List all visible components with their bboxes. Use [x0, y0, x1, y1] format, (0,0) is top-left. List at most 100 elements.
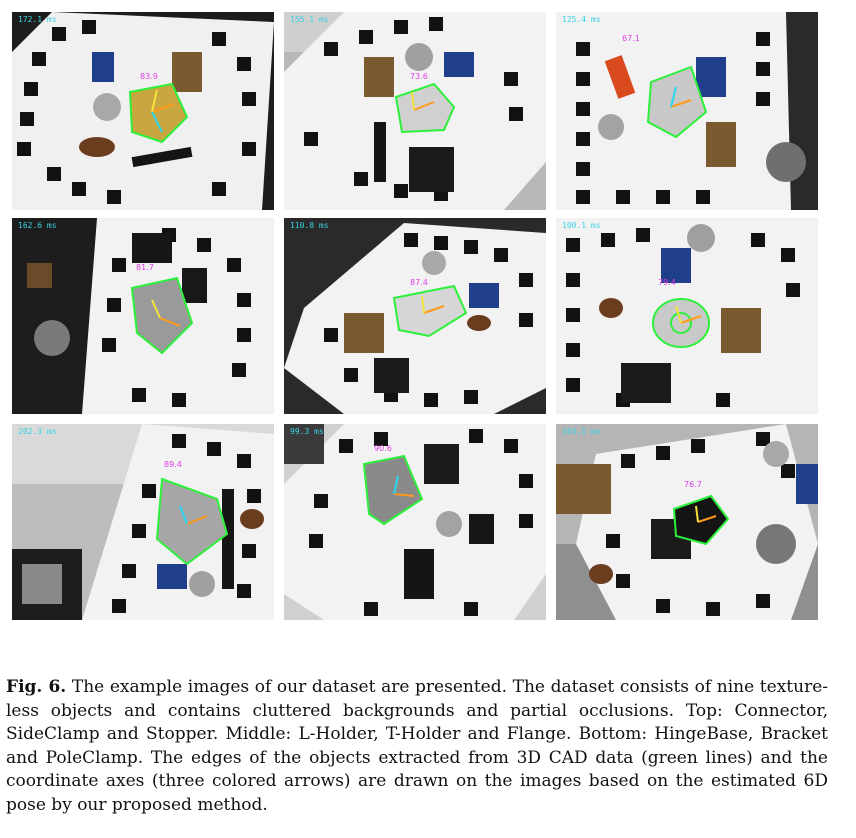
nut [756, 524, 796, 564]
gear [22, 564, 62, 604]
example-image-l-holder: 162.6 ms 81.7 [12, 218, 274, 414]
black-block [132, 233, 172, 263]
black-block [374, 358, 409, 393]
example-image-sideclamp: 155.1 ms 73.6 [284, 12, 546, 210]
connector-edges [128, 82, 189, 144]
example-image-stopper: 125.4 ms 67.1 [556, 12, 818, 210]
l-holder-edges [130, 276, 194, 355]
brass-part [364, 57, 394, 97]
axis-x-arrow [423, 305, 445, 314]
aruco-markers [112, 434, 261, 613]
score-label: 79.4 [658, 278, 676, 287]
score-label: 89.4 [164, 460, 182, 469]
scene-bracket [284, 424, 546, 620]
aruco-markers [324, 233, 533, 407]
axis-y-arrow [151, 89, 158, 113]
aruco-markers [309, 429, 533, 616]
scene-t-holder [284, 218, 546, 414]
stopper-edges [646, 65, 708, 139]
score-label: 87.4 [410, 278, 428, 287]
dark-edge [284, 424, 324, 464]
metal-disk [763, 441, 789, 467]
runtime-label: 202.3 ms [18, 427, 57, 436]
brass-part [344, 313, 384, 353]
axis-x-arrow [159, 317, 181, 327]
blue-clamp [157, 564, 187, 589]
figure-label: Fig. 6. [6, 677, 67, 697]
axis-y-arrow [151, 299, 161, 319]
black-bar [222, 489, 234, 589]
axis-z-arrow [393, 475, 399, 495]
coin [589, 564, 613, 584]
figure-caption: Fig. 6. The example images of our datase… [6, 676, 828, 817]
marker-board [284, 424, 546, 620]
black-bar [374, 122, 386, 182]
blue-clamp [444, 52, 474, 77]
blue-clamp [661, 248, 691, 283]
example-image-poleclamp: 103.1 ms 76.7 [556, 424, 818, 620]
black-bar [404, 549, 434, 599]
runtime-label: 155.1 ms [290, 15, 329, 24]
brass-part [556, 464, 611, 514]
coin [599, 298, 623, 318]
brass-part [27, 263, 52, 288]
metal-disk [598, 114, 624, 140]
axis-x-arrow [697, 515, 717, 523]
axis-y-arrow [421, 295, 425, 314]
example-image-connector: 172.1 ms 83.9 [12, 12, 274, 210]
scene-flange [556, 218, 818, 414]
black-bar [131, 146, 193, 168]
black-block [424, 444, 459, 484]
score-label: 83.9 [140, 72, 158, 81]
blue-clamp [696, 57, 726, 97]
axis-x-arrow [670, 99, 692, 108]
metal-disk [687, 224, 715, 252]
black-block [409, 147, 454, 192]
black-clip [469, 514, 494, 544]
nut [766, 142, 806, 182]
aruco-markers [17, 20, 256, 204]
example-image-bracket: 99.3 ms 90.6 [284, 424, 546, 620]
axis-y-arrow [695, 505, 699, 523]
metal-disk [405, 43, 433, 71]
aruco-markers [102, 228, 251, 407]
scene-l-holder [12, 218, 274, 414]
blue-clamp [92, 52, 114, 82]
bracket-edges [362, 454, 424, 526]
example-image-t-holder: 110.8 ms 87.4 [284, 218, 546, 414]
metal-disk [436, 511, 462, 537]
metal-disk [93, 93, 121, 121]
score-label: 73.6 [410, 72, 428, 81]
metal-disk [189, 571, 215, 597]
blue-clamp [469, 283, 499, 308]
axis-z-arrow [151, 111, 163, 133]
scene-hingebase [12, 424, 274, 620]
scene-stopper [556, 12, 818, 210]
axis-y-arrow [675, 305, 682, 324]
scene-connector [12, 12, 274, 210]
runtime-label: 110.8 ms [290, 221, 329, 230]
axis-z-arrow [670, 86, 677, 108]
runtime-label: 99.3 ms [290, 427, 324, 436]
figure-image-grid: 172.1 ms 83.9 155.1 ms 73.6 [12, 12, 818, 620]
example-image-flange: 100.1 ms 79.4 [556, 218, 818, 414]
runtime-label: 162.6 ms [18, 221, 57, 230]
axis-x-arrow [393, 493, 415, 497]
blue-part [796, 464, 818, 504]
axis-x-arrow [151, 103, 175, 113]
score-label: 67.1 [622, 34, 640, 43]
coin [240, 509, 264, 529]
brass-part [172, 52, 202, 92]
black-clip [182, 268, 207, 303]
brass-part [721, 308, 761, 353]
axis-z-arrow [179, 505, 188, 525]
score-label: 81.7 [136, 263, 154, 272]
brass-part [706, 122, 736, 167]
aruco-markers [576, 32, 770, 204]
scene-poleclamp [556, 424, 818, 620]
metal-disk [422, 251, 446, 275]
red-lever [604, 55, 636, 99]
scene-sideclamp [284, 12, 546, 210]
aruco-markers [606, 432, 795, 616]
runtime-label: 125.4 ms [562, 15, 601, 24]
